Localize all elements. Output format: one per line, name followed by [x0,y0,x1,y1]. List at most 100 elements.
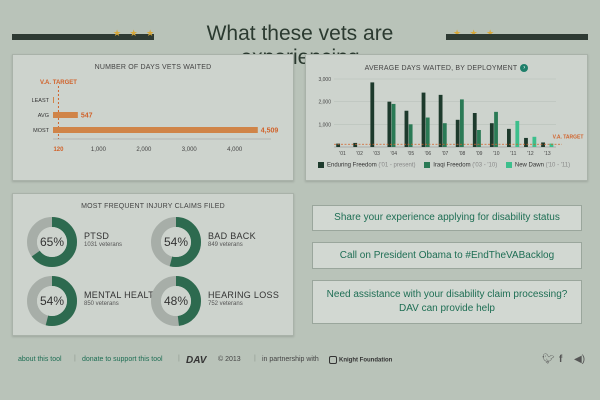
injury-item-bad-back: 54% BAD BACK 849 veterans [150,216,280,271]
x-tick-label: '08 [459,151,466,157]
header-rule-left [12,34,154,40]
footer-separator: | [74,355,76,362]
donut-hole [161,227,191,257]
legend-label: Iraqi Freedom [433,162,471,169]
bar-iraqi-freedom [408,124,413,147]
legend-swatch [318,162,324,168]
footer-separator: | [254,355,256,362]
facebook-icon[interactable]: f [559,354,563,365]
legend-sub: ('01 - present) [378,162,416,169]
injury-count: 850 veterans [84,301,119,307]
legend-label: New Dawn [514,162,544,169]
partnership-text: in partnership with [262,356,319,363]
header-stars-right: ★ ★ ★ [453,28,498,38]
bar-enduring-freedom [353,142,358,147]
dav-logo: DAV [186,355,208,364]
x-tick-label: '03 [373,151,380,157]
knight-foundation-logo: Knight Foundation [329,356,392,364]
end-backlog-button[interactable]: Call on President Obama to #EndTheVABack… [312,242,582,269]
donut-percent: 54% [39,294,65,308]
bar-iraqi-freedom [459,99,464,147]
injury-item-hearing-loss: 48% HEARING LOSS 752 veterans [150,275,280,330]
injury-claims-panel: MOST FREQUENT INJURY CLAIMS FILED 65% PT… [12,193,294,336]
bar-enduring-freedom [472,113,477,147]
bar-enduring-freedom [370,82,375,147]
donut-fill [27,276,77,326]
footer: about this tool | donate to support this… [0,350,600,372]
bar-enduring-freedom [524,137,528,147]
bar-new-dawn [532,136,537,147]
x-tick-label: '11 [510,151,516,157]
dav-logo-text: DAV [186,355,208,364]
legend-sub: ('10 - '11) [545,162,571,169]
donut-fill [151,217,201,267]
y-tick-label: 1,000 [318,122,331,128]
legend-swatch [424,162,431,168]
legend-swatch [505,162,512,168]
injury-name: PTSD [84,231,110,241]
dav-help-button[interactable]: Need assistance with your disability cla… [312,280,582,324]
footer-separator: | [178,355,180,362]
deployment-legend: Enduring Freedom ('01 - present) Iraqi F… [318,162,588,169]
dav-help-line1: Need assistance with your disability cla… [326,289,568,300]
donut-chart [27,217,77,267]
actions-panel: Share your experience applying for disab… [305,193,588,336]
deploy-chart-title-wrap: AVERAGE DAYS WAITED, BY DEPLOYMENT › [306,64,587,72]
injury-name: MENTAL HEALTH [84,290,161,300]
x-tick-label: '09 [476,151,483,157]
legend-sub: ('03 - '10) [472,162,498,169]
target-label: V.A. TARGET [553,134,584,140]
value-label: 4,509 [261,128,279,135]
donut-percent: 48% [163,294,189,308]
bar-iraqi-freedom [442,123,447,147]
knight-foundation-text: Knight Foundation [339,357,393,364]
x-tick-label: '07 [442,151,449,157]
legend-label: Enduring Freedom [327,162,377,169]
header-stars-left: ★ ★ ★ [113,28,158,38]
injury-item-mental-health: 54% MENTAL HEALTH 850 veterans [26,275,160,330]
sound-icon[interactable]: ◀) [574,354,586,365]
donate-link[interactable]: donate to support this tool [82,356,163,363]
x-tick-label: 1,000 [91,147,107,153]
injury-count: 1031 veterans [84,242,123,248]
donut-chart [151,276,201,326]
twitter-icon[interactable]: 🐦︎ [542,354,555,365]
bar-enduring-freedom [455,119,460,147]
bar-new-dawn [549,143,554,147]
donut-hole [37,227,67,257]
donut-hole [37,286,67,316]
deploy-chart-title: AVERAGE DAYS WAITED, BY DEPLOYMENT [364,64,518,72]
donut-chart [151,217,201,267]
x-tick-label: 4,000 [227,147,243,153]
header-rule-right [446,34,588,40]
share-experience-button[interactable]: Share your experience applying for disab… [312,205,582,231]
injury-count: 752 veterans [208,301,243,307]
days-waited-panel: NUMBER OF DAYS VETS WAITED V.A. TARGET LE… [12,54,294,181]
bar-new-dawn [515,120,520,147]
injury-item-ptsd: 65% PTSD 849 veterans 1031 veterans [26,216,156,271]
donut-chart [27,276,77,326]
about-link[interactable]: about this tool [18,356,62,363]
injury-name: BAD BACK [208,231,256,241]
bar-iraqi-freedom [425,117,430,147]
category-label: LEAST [32,98,50,104]
deployment-chart: 1,000 2,000 3,000 '01 '02 '03 '04 '05 '06 '07 '08 '… [318,77,584,157]
injury-count: 849 veterans [208,242,243,248]
category-label: MOST [33,128,50,134]
bar-enduring-freedom [336,143,341,147]
legend-item-new-dawn: New Dawn ('10 - '11) [505,162,571,169]
info-icon[interactable]: › [520,64,529,72]
knight-mark-icon [329,356,337,364]
y-tick-label: 2,000 [318,100,331,106]
bar-enduring-freedom [421,92,426,147]
x-tick-label: 3,000 [182,147,198,153]
bar-enduring-freedom [541,142,545,147]
dav-help-line2: DAV can provide help [399,303,495,314]
x-tick-label: '05 [408,151,415,157]
y-tick-label: 3,000 [318,77,331,83]
days-waited-chart: V.A. TARGET LEAST AVG 547 MOST 4,509 120 1,000 2… [32,80,279,153]
x-tick-label: '02 [356,151,363,157]
x-tick-label: '10 [493,151,500,157]
x-tick-label: 2,000 [136,147,152,153]
